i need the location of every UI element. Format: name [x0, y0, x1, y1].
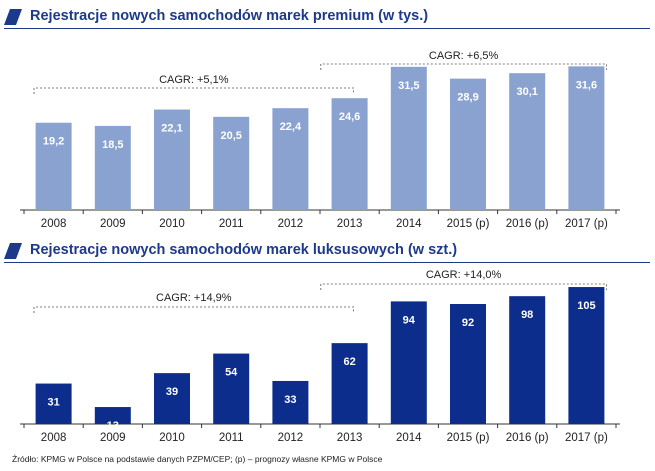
bar	[35, 122, 72, 210]
bar	[213, 116, 250, 210]
bar-value-label: 20,5	[220, 130, 241, 142]
cagr-bracket	[33, 306, 354, 313]
bar	[568, 66, 605, 210]
luxury-title-rule	[4, 262, 650, 263]
bar-value-label: 18,5	[102, 139, 123, 151]
bar	[272, 380, 309, 424]
title-marker-icon	[4, 243, 22, 259]
x-tick-label: 2013	[337, 432, 363, 444]
bar-value-label: 24,6	[339, 111, 360, 123]
premium-title-rule	[4, 28, 650, 29]
x-tick-label: 2012	[278, 218, 304, 230]
x-tick-label: 2008	[41, 432, 67, 444]
bar	[154, 373, 190, 424]
bar	[450, 304, 486, 424]
bar-value-label: 22,1	[161, 123, 182, 135]
premium-chart-title: Rejestracje nowych samochodów marek prem…	[30, 8, 429, 24]
bar	[331, 98, 368, 210]
bar-value-label: 92	[462, 317, 474, 329]
x-tick-label: 2017 (p)	[565, 432, 608, 444]
bar	[35, 383, 72, 424]
x-tick-label: 2013	[337, 218, 363, 230]
premium-bar-plot: 19,2 2008 18,5 2009 22,1 2010 20,5 2011 22,4 2012…	[20, 50, 620, 230]
bar-value-label: 39	[166, 386, 178, 398]
x-tick-label: 2012	[278, 432, 304, 444]
x-tick-label: 2009	[100, 432, 126, 444]
x-tick-label: 2014	[396, 218, 422, 230]
bar-value-label: 31,6	[576, 79, 597, 91]
cagr-bracket	[320, 63, 607, 70]
title-marker-icon	[4, 9, 22, 25]
bar	[509, 73, 546, 210]
x-tick-label: 2017 (p)	[565, 218, 608, 230]
bar-value-label: 13	[107, 420, 119, 432]
bar	[331, 343, 368, 424]
bar-value-label: 105	[577, 300, 595, 312]
bar-value-label: 31	[47, 397, 59, 409]
x-tick-label: 2011	[219, 432, 244, 444]
bar-value-label: 98	[521, 309, 533, 321]
x-tick-label: 2014	[396, 432, 422, 444]
bar-value-label: 33	[284, 394, 296, 406]
cagr-label: CAGR: +14,9%	[156, 292, 232, 304]
bar-value-label: 30,1	[516, 86, 537, 98]
bar-value-label: 22,4	[280, 121, 302, 133]
luxury-chart-title: Rejestracje nowych samochodów marek luks…	[30, 242, 458, 258]
x-tick-label: 2009	[100, 218, 126, 230]
x-tick-label: 2015 (p)	[447, 432, 490, 444]
bar-value-label: 62	[343, 356, 355, 368]
bar-value-label: 54	[225, 367, 238, 379]
x-tick-label: 2016 (p)	[506, 218, 549, 230]
cagr-label: CAGR: +6,5%	[429, 50, 499, 62]
bar-value-label: 28,9	[457, 92, 478, 104]
bar-value-label: 94	[403, 314, 416, 326]
x-tick-label: 2008	[41, 218, 67, 230]
bar	[94, 407, 131, 424]
source-note: Źródło: KPMG w Polsce na podstawie danyc…	[12, 454, 383, 464]
cagr-bracket	[33, 87, 354, 94]
bar-value-label: 19,2	[43, 136, 64, 148]
cagr-label: CAGR: +5,1%	[159, 74, 229, 86]
bar	[154, 109, 190, 210]
bar	[213, 353, 250, 424]
bar	[390, 66, 427, 210]
bar	[94, 125, 131, 210]
bar	[509, 296, 546, 424]
cagr-bracket	[320, 283, 607, 290]
cagr-label: CAGR: +14,0%	[426, 269, 502, 281]
x-tick-label: 2010	[159, 432, 185, 444]
x-tick-label: 2010	[159, 218, 185, 230]
x-tick-label: 2011	[219, 218, 244, 230]
bar-value-label: 31,5	[398, 80, 419, 92]
bar	[390, 301, 427, 424]
bar	[568, 287, 605, 424]
x-tick-label: 2016 (p)	[506, 432, 549, 444]
premium-chart-header: Rejestracje nowych samochodów marek prem…	[0, 6, 655, 30]
x-tick-label: 2015 (p)	[447, 218, 490, 230]
luxury-chart-header: Rejestracje nowych samochodów marek luks…	[0, 240, 655, 264]
bar	[450, 78, 486, 210]
bar	[272, 108, 309, 210]
